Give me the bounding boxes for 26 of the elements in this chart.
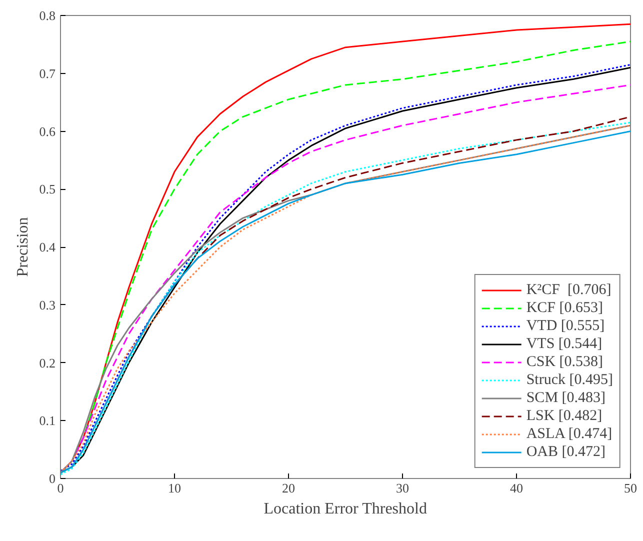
legend-label: CSK [0.538] — [526, 353, 604, 371]
y-tick-label: 0.4 — [39, 240, 56, 254]
y-tick-label: 0.2 — [39, 355, 56, 370]
legend-label: ASLA [0.474] — [526, 425, 612, 443]
x-tick-label: 30 — [396, 480, 409, 496]
legend-label: OAB [0.472] — [526, 443, 606, 461]
legend-label: VTS [0.544] — [526, 335, 602, 353]
y-tick-label: 0.3 — [39, 297, 56, 312]
legend-label: SCM [0.483] — [526, 389, 606, 407]
y-tick-label: 0 — [49, 471, 56, 486]
y-axis-title: Precision — [14, 217, 32, 277]
x-tick-label: 50 — [624, 480, 637, 496]
y-tick-label: 0.1 — [39, 413, 56, 428]
y-tick-label: 0.5 — [39, 182, 56, 197]
y-tick-label: 0.8 — [39, 8, 56, 23]
legend-label: K²CF [0.706] — [526, 281, 612, 299]
y-tick-label: 0.7 — [39, 66, 56, 81]
legend-label: VTD [0.555] — [526, 317, 605, 335]
legend-label: KCF [0.653] — [526, 299, 604, 317]
legend-label: LSK [0.482] — [526, 407, 602, 425]
x-axis-title: Location Error Threshold — [264, 500, 427, 518]
x-tick-label: 40 — [510, 480, 523, 496]
y-tick-label: 0.6 — [39, 124, 56, 139]
legend-label: Struck [0.495] — [526, 371, 613, 389]
x-tick-label: 10 — [168, 480, 181, 496]
x-tick-label: 20 — [282, 480, 295, 496]
